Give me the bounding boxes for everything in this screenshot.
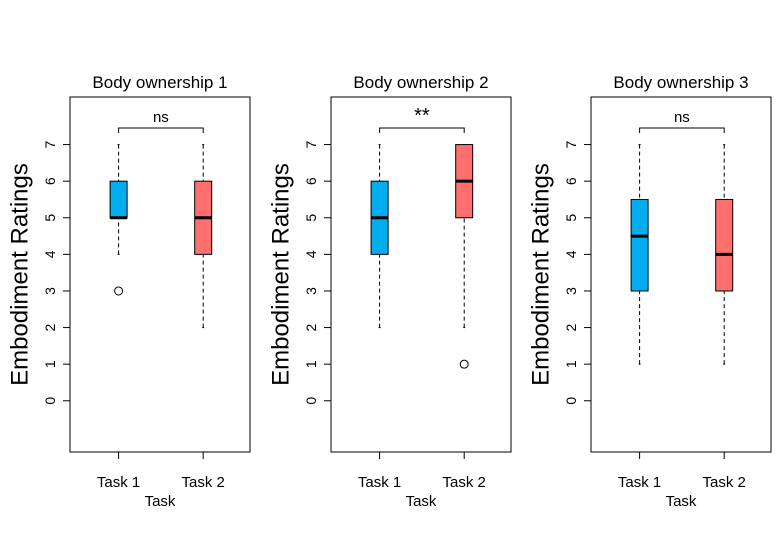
- y-tick-label: 4: [563, 250, 579, 258]
- y-tick-label: 5: [42, 214, 58, 222]
- y-tick-label: 0: [303, 397, 319, 405]
- y-tick-label: 0: [563, 397, 579, 405]
- significance-label: ns: [153, 109, 169, 126]
- y-tick-label: 3: [42, 287, 58, 295]
- x-tick-label: Task 1: [358, 474, 401, 491]
- y-tick-label: 2: [563, 323, 579, 331]
- box: [630, 198, 649, 292]
- outlier-point: [114, 286, 124, 296]
- box: [109, 180, 128, 219]
- y-axis-label: Embodiment Ratings: [528, 163, 555, 386]
- y-tick-label: 5: [563, 214, 579, 222]
- y-tick-label: 2: [42, 323, 58, 331]
- chart-title: Body ownership 1: [92, 73, 227, 92]
- x-axis-label: Task: [145, 493, 176, 510]
- outlier-point: [459, 359, 469, 369]
- x-axis-label: Task: [406, 493, 437, 510]
- y-tick-label: 6: [42, 177, 58, 185]
- significance-bracket: [118, 127, 204, 133]
- y-tick-label: 3: [563, 287, 579, 295]
- y-axis-label: Embodiment Ratings: [7, 163, 34, 386]
- y-tick-label: 1: [42, 360, 58, 368]
- x-tick-label: Task 2: [703, 474, 746, 491]
- significance-label: **: [414, 105, 430, 127]
- y-tick-label: 0: [42, 397, 58, 405]
- significance-label: ns: [674, 109, 690, 126]
- y-tick-label: 7: [42, 140, 58, 148]
- y-axis-label: Embodiment Ratings: [268, 163, 295, 386]
- y-tick-label: 3: [303, 287, 319, 295]
- box: [715, 198, 734, 292]
- y-tick-label: 1: [563, 360, 579, 368]
- x-tick-label: Task 1: [97, 474, 140, 491]
- y-tick-label: 6: [303, 177, 319, 185]
- chart-title: Body ownership 2: [353, 73, 488, 92]
- plot-frame: [69, 96, 251, 453]
- y-tick-label: 6: [563, 177, 579, 185]
- y-tick-label: 7: [563, 140, 579, 148]
- chart-title: Body ownership 3: [613, 73, 748, 92]
- y-tick-label: 7: [303, 140, 319, 148]
- y-tick-label: 1: [303, 360, 319, 368]
- plot-frame: [590, 96, 772, 453]
- x-tick-label: Task 1: [618, 474, 661, 491]
- y-tick-label: 2: [303, 323, 319, 331]
- y-tick-label: 5: [303, 214, 319, 222]
- significance-bracket: [639, 127, 725, 133]
- x-tick-label: Task 2: [443, 474, 486, 491]
- significance-bracket: [379, 127, 465, 133]
- x-tick-label: Task 2: [182, 474, 225, 491]
- y-tick-label: 4: [303, 250, 319, 258]
- plot-frame: [330, 96, 512, 453]
- x-axis-label: Task: [666, 493, 697, 510]
- y-tick-label: 4: [42, 250, 58, 258]
